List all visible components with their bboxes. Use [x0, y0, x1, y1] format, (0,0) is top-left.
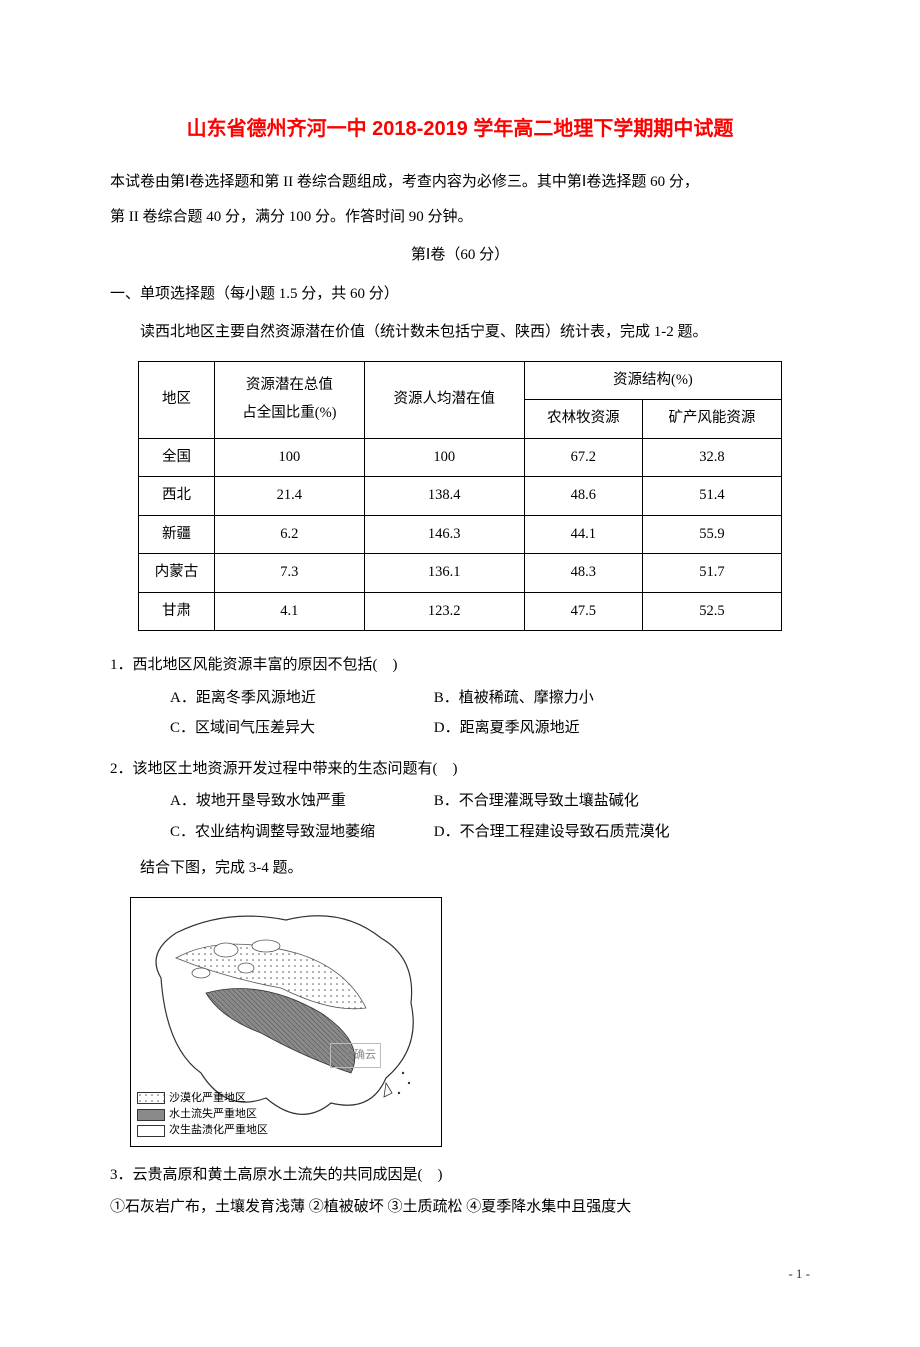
intro-line-2: 第 II 卷综合题 40 分，满分 100 分。作答时间 90 分钟。 [110, 203, 810, 232]
section-i-label: 第Ⅰ卷（60 分） [110, 241, 810, 270]
legend-label-erosion: 水土流失严重地区 [169, 1107, 257, 1122]
cell: 新疆 [139, 515, 215, 554]
cell: 138.4 [364, 477, 524, 516]
th-totalpct-l2: 占全国比重(%) [219, 400, 360, 428]
cell: 21.4 [215, 477, 365, 516]
table-row: 西北 21.4 138.4 48.6 51.4 [139, 477, 782, 516]
th-percapita: 资源人均潜在值 [364, 361, 524, 438]
cell: 67.2 [524, 438, 642, 477]
page-number: - 1 - [110, 1262, 810, 1287]
page-title: 山东省德州齐河一中 2018-2019 学年高二地理下学期期中试题 [110, 110, 810, 148]
cell: 32.8 [642, 438, 781, 477]
q2-opt-a: A．坡地开垦导致水蚀严重 [170, 787, 430, 816]
part1-label: 一、单项选择题（每小题 1.5 分，共 60 分） [110, 280, 810, 309]
cell: 51.4 [642, 477, 781, 516]
map-legend: 沙漠化严重地区 水土流失严重地区 次生盐渍化严重地区 [137, 1090, 268, 1140]
cell: 52.5 [642, 592, 781, 631]
cell: 44.1 [524, 515, 642, 554]
cell: 48.3 [524, 554, 642, 593]
cell: 西北 [139, 477, 215, 516]
q1-opt-a: A．距离冬季风源地近 [170, 684, 430, 713]
q2-opt-d: D．不合理工程建设导致石质荒漠化 [434, 818, 694, 847]
cell: 6.2 [215, 515, 365, 554]
cell: 7.3 [215, 554, 365, 593]
th-totalpct-l1: 资源潜在总值 [219, 372, 360, 400]
q1-opt-d: D．距离夏季风源地近 [434, 714, 694, 743]
legend-swatch-desert-icon [137, 1092, 165, 1104]
table-row: 新疆 6.2 146.3 44.1 55.9 [139, 515, 782, 554]
cell: 55.9 [642, 515, 781, 554]
cell: 51.7 [642, 554, 781, 593]
table-intro: 读西北地区主要自然资源潜在价值（统计数未包括宁夏、陕西）统计表，完成 1-2 题… [110, 318, 810, 347]
legend-swatch-saline-icon [137, 1125, 165, 1137]
table-row: 甘肃 4.1 123.2 47.5 52.5 [139, 592, 782, 631]
cell: 甘肃 [139, 592, 215, 631]
china-issues-map: ©正确云 沙漠化严重地区 水土流失严重地区 次生盐渍化严重地区 [130, 897, 442, 1147]
th-agri: 农林牧资源 [524, 400, 642, 439]
th-region: 地区 [139, 361, 215, 438]
cell: 全国 [139, 438, 215, 477]
cell: 123.2 [364, 592, 524, 631]
intro-line-1: 本试卷由第Ⅰ卷选择题和第 II 卷综合题组成，考查内容为必修三。其中第Ⅰ卷选择题… [110, 168, 810, 197]
cell: 100 [215, 438, 365, 477]
q1-opt-c: C．区域间气压差异大 [170, 714, 430, 743]
map-watermark: ©正确云 [330, 1043, 381, 1068]
q2-opt-c: C．农业结构调整导致湿地萎缩 [170, 818, 430, 847]
q3-stem: 3．云贵高原和黄土高原水土流失的共同成因是( ) [110, 1161, 810, 1190]
q1-opt-b: B．植被稀疏、摩擦力小 [434, 684, 694, 713]
legend-label-desert: 沙漠化严重地区 [169, 1091, 246, 1106]
q3-items: ①石灰岩广布，土壤发育浅薄 ②植被破坏 ③土质疏松 ④夏季降水集中且强度大 [110, 1193, 810, 1222]
q1-stem: 1．西北地区风能资源丰富的原因不包括( ) [110, 651, 810, 680]
cell: 146.3 [364, 515, 524, 554]
cell: 内蒙古 [139, 554, 215, 593]
legend-label-saline: 次生盐渍化严重地区 [169, 1123, 268, 1138]
cell: 4.1 [215, 592, 365, 631]
cell: 48.6 [524, 477, 642, 516]
resource-table: 地区 资源潜在总值 占全国比重(%) 资源人均潜在值 资源结构(%) 农林牧资源… [138, 361, 782, 632]
cell: 47.5 [524, 592, 642, 631]
th-mineral: 矿产风能资源 [642, 400, 781, 439]
q2-opt-b: B．不合理灌溉导致土壤盐碱化 [434, 787, 694, 816]
table-row: 全国 100 100 67.2 32.8 [139, 438, 782, 477]
table-row: 内蒙古 7.3 136.1 48.3 51.7 [139, 554, 782, 593]
cell: 136.1 [364, 554, 524, 593]
legend-swatch-erosion-icon [137, 1109, 165, 1121]
q2-stem: 2．该地区土地资源开发过程中带来的生态问题有( ) [110, 755, 810, 784]
figure-intro: 结合下图，完成 3-4 题。 [110, 854, 810, 883]
th-structure: 资源结构(%) [524, 361, 781, 400]
th-totalpct: 资源潜在总值 占全国比重(%) [215, 361, 365, 438]
cell: 100 [364, 438, 524, 477]
